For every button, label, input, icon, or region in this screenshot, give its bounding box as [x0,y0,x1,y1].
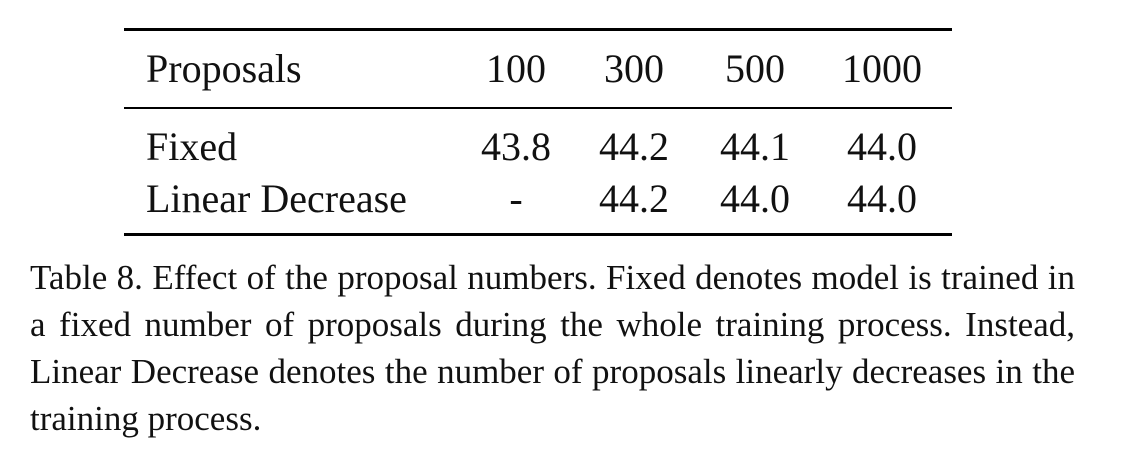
header-col-500: 500 [725,46,785,91]
cell-linear-1000: 44.0 [847,176,917,221]
cell-linear-500: 44.0 [720,176,790,221]
cell-linear-100: - [509,176,523,221]
table-caption: Table 8. Effect of the proposal numbers.… [30,258,1075,438]
table-top-rule [124,28,952,31]
cell-fixed-100: 43.8 [481,124,551,169]
cell-fixed-1000: 44.0 [847,124,917,169]
cell-fixed-500: 44.1 [720,124,790,169]
cell-linear-300: 44.2 [599,176,669,221]
header-col-100: 100 [486,46,546,91]
table-row: Fixed 43.8 44.2 44.1 44.0 [124,121,952,173]
table-bottom-rule [124,233,952,236]
row-label-linear-decrease: Linear Decrease [146,176,407,221]
cell-fixed-300: 44.2 [599,124,669,169]
table-header-row: Proposals 100 300 500 1000 [124,43,952,95]
row-label-fixed: Fixed [146,124,238,169]
header-label: Proposals [146,46,302,91]
results-table: Proposals 100 300 500 1000 Fixed 43.8 44… [124,28,952,236]
table-row: Linear Decrease - 44.2 44.0 44.0 [124,173,952,225]
header-col-1000: 1000 [842,46,922,91]
table-header-rule [124,107,952,109]
header-col-300: 300 [604,46,664,91]
